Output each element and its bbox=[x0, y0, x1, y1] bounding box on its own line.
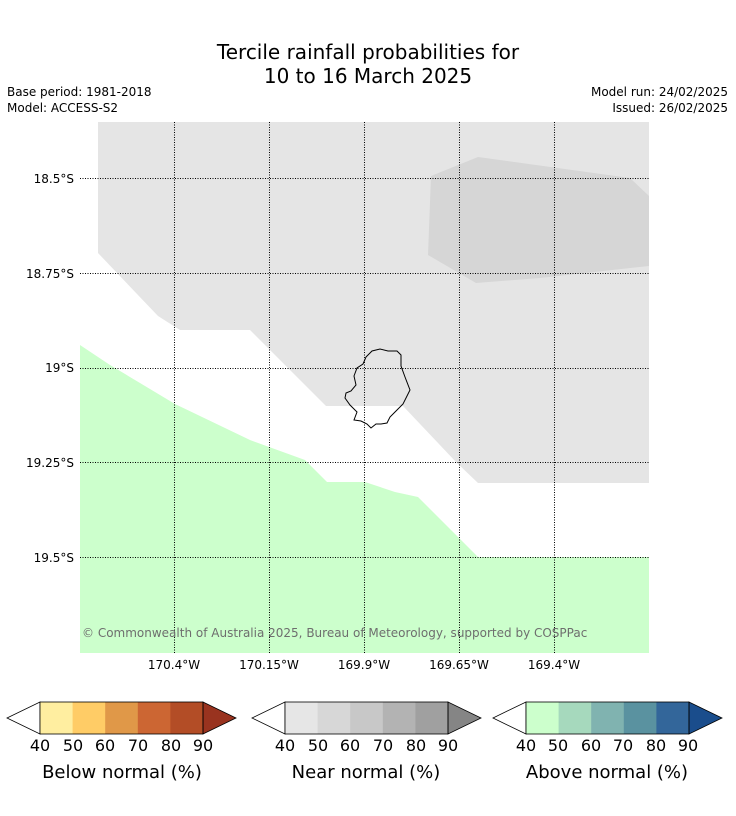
chart-title-line2: 10 to 16 March 2025 bbox=[263, 64, 473, 88]
legend-tick: 70 bbox=[127, 736, 149, 755]
issued-label: Issued: 26/02/2025 bbox=[612, 101, 728, 115]
legend-above-normal-max-extension bbox=[688, 701, 723, 735]
legend-above-normal-outline bbox=[525, 701, 690, 735]
legend-tick: 40 bbox=[274, 736, 296, 755]
model-run-label: Model run: 24/02/2025 bbox=[590, 85, 728, 99]
legend-tick: 50 bbox=[62, 736, 84, 755]
latitude-label: 19.25°S bbox=[26, 456, 74, 470]
legend-tick: 70 bbox=[612, 736, 634, 755]
latitude-label: 19°S bbox=[45, 361, 74, 375]
near-normal-50-60-region bbox=[428, 157, 649, 283]
legend-tick: 50 bbox=[307, 736, 329, 755]
legend-above-normal-swatch bbox=[558, 702, 592, 734]
legend-tick: 60 bbox=[339, 736, 361, 755]
legend-tick: 80 bbox=[160, 736, 182, 755]
legend-near-normal-max-extension bbox=[447, 701, 482, 735]
legend-tick: 60 bbox=[94, 736, 116, 755]
longitude-label: 169.9°W bbox=[337, 658, 391, 672]
chart-title-line1: Tercile rainfall probabilities for bbox=[216, 40, 520, 64]
legend-above-normal-swatch bbox=[526, 702, 559, 734]
longitude-label: 170.4°W bbox=[147, 658, 201, 672]
longitude-label: 169.65°W bbox=[429, 658, 489, 672]
legend-above-normal-min-extension bbox=[492, 701, 527, 735]
latitude-label: 18.75°S bbox=[26, 267, 74, 281]
legend-above-normal-swatch bbox=[623, 702, 657, 734]
legend-below-normal-swatch bbox=[105, 702, 139, 734]
above-normal-40-50-region bbox=[80, 345, 649, 653]
legend-tick: 90 bbox=[437, 736, 459, 755]
longitude-label: 169.4°W bbox=[527, 658, 581, 672]
legend-near-normal-swatch bbox=[285, 702, 318, 734]
legend-below-normal-min-extension bbox=[6, 701, 41, 735]
legend-above-normal-swatch bbox=[656, 702, 690, 734]
latitude-label: 19.5°S bbox=[33, 551, 74, 565]
niue-coastline bbox=[344, 348, 411, 429]
legend-tick: 60 bbox=[580, 736, 602, 755]
legend-near-normal-swatch bbox=[317, 702, 351, 734]
legend-near-normal-outline bbox=[284, 701, 449, 735]
legend-tick: 50 bbox=[547, 736, 569, 755]
legend-group bbox=[6, 701, 723, 735]
legend-caption-below-normal: Below normal (%) bbox=[42, 762, 202, 783]
legend-caption-near-normal: Near normal (%) bbox=[291, 762, 441, 783]
legend-tick: 80 bbox=[645, 736, 667, 755]
longitude-label: 170.15°W bbox=[239, 658, 299, 672]
legend-tick: 40 bbox=[29, 736, 51, 755]
legend-below-normal-swatch bbox=[170, 702, 204, 734]
map-area bbox=[80, 122, 649, 653]
graticule bbox=[80, 122, 649, 653]
legend-caption-above-normal: Above normal (%) bbox=[525, 762, 689, 783]
legend-near-normal-swatch bbox=[415, 702, 449, 734]
latitude-label: 18.5°S bbox=[33, 172, 74, 186]
legend-near-normal-swatch bbox=[382, 702, 416, 734]
legend-below-normal-outline bbox=[39, 701, 204, 735]
base-period-label: Base period: 1981-2018 bbox=[7, 85, 152, 99]
legend-near-normal-min-extension bbox=[251, 701, 286, 735]
legend-below-normal-swatch bbox=[40, 702, 73, 734]
legend-tick: 70 bbox=[372, 736, 394, 755]
model-label: Model: ACCESS-S2 bbox=[7, 101, 119, 115]
legend-tick: 90 bbox=[677, 736, 699, 755]
legend-above-normal-swatch bbox=[591, 702, 625, 734]
copyright-notice: © Commonwealth of Australia 2025, Bureau… bbox=[82, 626, 588, 640]
legend-below-normal-max-extension bbox=[202, 701, 237, 735]
legend-below-normal-swatch bbox=[72, 702, 106, 734]
legend-near-normal-swatch bbox=[350, 702, 384, 734]
legend-tick: 90 bbox=[192, 736, 214, 755]
legend-tick: 80 bbox=[405, 736, 427, 755]
legend-below-normal-swatch bbox=[137, 702, 171, 734]
legend-tick: 40 bbox=[515, 736, 537, 755]
